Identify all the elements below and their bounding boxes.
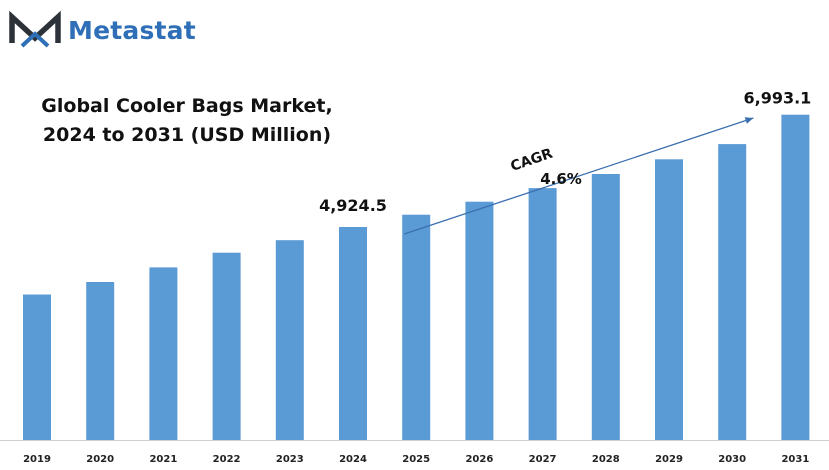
x-tick-labels: 2019 2020 2021 2022 2023 2024 2025 2026 2027 2028…	[23, 454, 809, 465]
cagr-arrow	[403, 117, 754, 235]
metastat-m-logo-icon	[9, 10, 61, 48]
x-tick-2027: 2027	[529, 454, 557, 465]
bar-2019	[23, 294, 51, 440]
chart-title-line-2: 2024 to 2031 (USD Million)	[42, 124, 332, 146]
cagr-arrow-head	[744, 117, 754, 124]
bar-2030	[718, 144, 747, 440]
bar-2023	[275, 240, 304, 440]
x-tick-2031: 2031	[781, 454, 809, 465]
brand-logo: Metastat	[8, 10, 196, 50]
data-label-2031: 6,993.1	[743, 89, 811, 108]
x-tick-2030: 2030	[718, 454, 746, 465]
bar-2027	[528, 188, 557, 440]
chart-title-line-1: Global Cooler Bags Market,	[41, 95, 333, 117]
x-tick-2029: 2029	[655, 454, 683, 465]
bar-2031	[781, 114, 810, 440]
bar-2026	[465, 201, 494, 440]
bar-group	[23, 114, 810, 441]
x-tick-2021: 2021	[149, 454, 177, 465]
bar-2028	[591, 174, 620, 440]
data-labels: 4,924.5 6,993.1	[319, 89, 811, 215]
cagr-value: 4.6%	[540, 170, 582, 188]
x-tick-2020: 2020	[86, 454, 114, 465]
bar-2024	[339, 227, 367, 440]
x-tick-2023: 2023	[276, 454, 304, 465]
x-tick-2024: 2024	[339, 454, 367, 465]
x-tick-2025: 2025	[402, 454, 430, 465]
bar-2021	[149, 267, 178, 440]
x-tick-2028: 2028	[592, 454, 620, 465]
bar-2020	[86, 282, 115, 440]
x-tick-2019: 2019	[23, 454, 51, 465]
chart-title: Global Cooler Bags Market, 2024 to 2031 …	[32, 92, 342, 150]
cagr-annotation: CAGR 4.6%	[403, 117, 754, 235]
x-tick-2022: 2022	[213, 454, 241, 465]
x-tick-2026: 2026	[465, 454, 493, 465]
bar-2022	[212, 252, 241, 440]
brand-name: Metastat	[68, 15, 196, 45]
bar-2029	[655, 159, 683, 441]
bar-2025	[402, 214, 431, 440]
data-label-2024: 4,924.5	[319, 196, 387, 215]
